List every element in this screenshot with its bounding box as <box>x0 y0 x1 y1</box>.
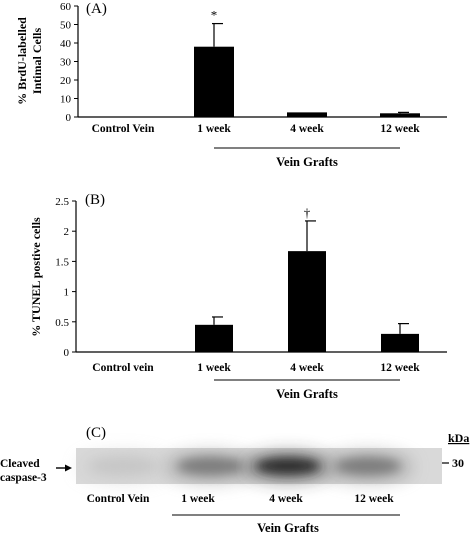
bar-2 <box>195 324 233 352</box>
panel-b-ylabel: % TUNEL postive cells <box>29 217 43 337</box>
panel-b-bars: † <box>195 205 419 352</box>
y-tick-label: 2.5 <box>55 196 69 208</box>
bar-4 <box>380 113 420 117</box>
bar-3 <box>287 112 327 117</box>
y-tick-label: 60 <box>60 1 72 13</box>
panel-a-y-ticks: 0 10 20 30 40 50 60 <box>60 1 78 124</box>
bar-2 <box>194 46 234 118</box>
blot-bands <box>79 453 412 481</box>
category-label-2: 1 week <box>197 123 231 135</box>
category-label-4: 12 week <box>380 123 420 135</box>
category-label-1: Control Vein <box>92 123 155 135</box>
y-tick-label: 0 <box>64 347 70 359</box>
band-3 <box>256 458 320 474</box>
band-arrow-icon <box>56 464 72 472</box>
panel-a-ylabel-line2: Intimal Cells <box>30 28 44 95</box>
panel-a-ylabel-line1: % BrdU-labelled <box>15 17 29 105</box>
category-label-3: 4 week <box>290 123 324 135</box>
bar-3 <box>288 251 326 352</box>
panel-b-group-label: Vein Grafts <box>276 387 338 401</box>
category-label-3: 4 week <box>290 362 324 374</box>
y-tick-label: 20 <box>60 75 72 87</box>
blot-row-label-line1: Cleaved <box>0 458 40 470</box>
panel-b-categories: Control vein 1 week 4 week 12 week <box>92 362 420 374</box>
significance-marker-2: * <box>211 8 218 23</box>
y-tick-label: 2 <box>64 226 70 238</box>
kda-unit-label: kDa <box>448 431 469 445</box>
panel-c-group-label: Vein Grafts <box>257 521 319 535</box>
band-2 <box>178 458 242 474</box>
lane-label-1: Control Vein <box>87 493 150 505</box>
panel-a-group-label: Vein Grafts <box>276 155 338 169</box>
category-label-4: 12 week <box>380 362 420 374</box>
y-tick-label: 40 <box>60 38 72 50</box>
lane-label-3: 4 week <box>269 493 303 505</box>
y-tick-label: 0 <box>66 112 72 124</box>
lane-label-2: 1 week <box>181 493 215 505</box>
significance-marker-3: † <box>304 205 311 220</box>
y-tick-label: 1 <box>64 287 70 299</box>
category-label-1: Control vein <box>92 362 154 374</box>
panel-c-blot: (C) kDa Cleaved caspase-3 30 Control Vei… <box>0 425 469 535</box>
lane-label-4: 12 week <box>354 493 394 505</box>
y-tick-label: 10 <box>60 94 72 106</box>
panel-a-chart: (A) % BrdU-labelled Intimal Cells 0 10 20 3… <box>15 1 447 169</box>
marker-30-label: 30 <box>452 456 464 470</box>
panel-b-y-ticks: 0 0.5 1 1.5 2 2.5 <box>55 196 76 359</box>
y-tick-label: 30 <box>60 57 72 69</box>
y-tick-label: 50 <box>60 20 72 32</box>
panel-a-bars: * <box>194 8 420 118</box>
panel-c-label: (C) <box>86 425 106 441</box>
panel-a-categories: Control Vein 1 week 4 week 12 week <box>92 123 421 135</box>
category-label-2: 1 week <box>197 362 231 374</box>
panel-b-label: (B) <box>85 192 105 208</box>
band-4 <box>336 458 400 474</box>
y-tick-label: 1.5 <box>55 256 69 268</box>
panel-b-chart: (B) % TUNEL postive cells 0 0.5 1 1.5 2 2.5 †… <box>29 192 447 401</box>
panel-a-label: (A) <box>86 1 107 17</box>
blot-lane-labels: Control Vein 1 week 4 week 12 week <box>87 493 395 505</box>
blot-row-label-line2: caspase-3 <box>0 472 47 484</box>
bar-4 <box>381 333 419 352</box>
band-1 <box>91 458 155 474</box>
y-tick-label: 0.5 <box>55 317 69 329</box>
